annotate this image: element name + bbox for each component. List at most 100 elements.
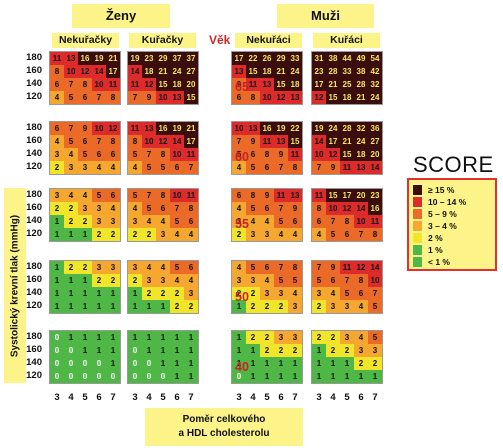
score-cell: 1 [128,287,142,300]
score-cell: 6 [340,228,354,241]
score-cell: 5 [274,274,288,287]
legend: ≥ 15 % 10 – 14 % 5 – 9 % 3 – 4 % 2 % 1 %… [407,178,497,271]
score-cell: 0 [64,344,78,357]
legend-item: 10 – 14 % [413,196,466,207]
legend-item: ≥ 15 % [413,184,454,195]
score-cell: 23 [368,189,382,202]
score-cell: 6 [78,135,92,148]
score-cell: 38 [354,65,368,78]
score-cell: 12 [326,148,340,161]
score-cell: 11 [312,189,326,202]
bp-label-180: 180 [26,52,42,63]
score-cell: 17 [184,135,198,148]
score-cell: 11 [246,78,260,91]
score-cell: 11 [184,148,198,161]
score-cell: 2 [184,300,198,313]
score-cell: 5 [142,202,156,215]
score-cell: 1 [78,274,92,287]
score-cell: 24 [326,122,340,135]
score-cell: 28 [340,122,354,135]
score-cell: 21 [326,78,340,91]
score-cell: 33 [288,52,302,65]
score-cell: 6 [50,122,64,135]
score-cell: 13 [64,52,78,65]
score-cell: 3 [288,331,302,344]
score-cell: 1 [78,300,92,313]
score-cell: 5 [64,91,78,104]
score-cell: 5 [128,148,142,161]
score-cell: 4 [184,274,198,287]
score-cell: 7 [142,189,156,202]
score-cell: 1 [260,370,274,383]
score-cell: 2 [142,287,156,300]
legend-item: < 1 % [413,256,450,267]
score-cell: 21 [340,135,354,148]
score-cell: 4 [64,189,78,202]
score-cell: 7 [354,228,368,241]
score-cell: 7 [274,202,288,215]
score-cell: 2 [246,331,260,344]
legend-item: 2 % [413,232,443,243]
bp-label-140: 140 [26,148,42,159]
score-cell: 1 [50,300,64,313]
score-cell: 5 [288,274,302,287]
score-cell: 8 [156,189,170,202]
score-cell: 3 [232,215,246,228]
score-cell: 11 [128,122,142,135]
cholesterol-label-3: 3 [54,392,60,403]
score-grid-cells: 6 7 9 10 12 4 5 6 7 8 3 4 5 6 6 2 3 3 4 4 [50,122,120,174]
score-cell: 5 [312,274,326,287]
bp-label-120: 120 [26,161,42,172]
score-cell: 3 [106,215,120,228]
score-cell: 4 [78,189,92,202]
score-cell: 1 [50,261,64,274]
score-grid-cells: 17 22 26 29 33 13 15 18 21 24 9 11 13 15 18 6 8 10 12 13 [232,52,302,104]
score-cell: 44 [340,52,354,65]
score-cell: 3 [92,202,106,215]
score-grid-cells: 6 8 9 11 13 4 5 6 7 9 3 4 4 5 6 2 3 3 4 4 [232,189,302,241]
score-cell: 19 [312,122,326,135]
legend-swatch [413,232,422,243]
score-cell: 3 [78,161,92,174]
header-women: Ženy [72,4,170,28]
score-cell: 3 [274,287,288,300]
score-cell: 1 [326,357,340,370]
score-cell: 11 [50,52,64,65]
score-cell: 3 [246,274,260,287]
score-cell: 6 [260,161,274,174]
score-cell: 3 [246,228,260,241]
score-cell: 18 [288,78,302,91]
score-cell: 12 [312,91,326,104]
bp-label-120: 120 [26,228,42,239]
score-cell: 1 [156,344,170,357]
score-grid-cells: 11 15 17 20 23 8 10 12 14 16 6 7 8 10 11 4 5 6 7 8 [312,189,382,241]
score-cell: 1 [142,331,156,344]
score-cell: 13 [170,91,184,104]
group-women-smokers: Kuřačky [129,33,196,48]
score-cell: 0 [156,370,170,383]
score-cell: 2 [288,344,302,357]
score-grid-men-smokers-50: 7 9 11 12 14 5 6 7 8 10 3 4 5 6 7 2 3 3 4 5 [311,260,383,314]
bp-label-160: 160 [26,135,42,146]
score-cell: 11 [184,189,198,202]
score-cell: 4 [170,228,184,241]
score-cell: 11 [340,161,354,174]
score-cell: 13 [288,91,302,104]
legend-label: 5 – 9 % [428,208,457,219]
cholesterol-label-3: 3 [132,392,138,403]
score-cell: 2 [128,274,142,287]
score-cell: 29 [274,52,288,65]
score-cell: 7 [232,135,246,148]
score-cell: 1 [92,344,106,357]
score-grid-men-smokers-55: 11 15 17 20 23 8 10 12 14 16 6 7 8 10 11 4 5 6 7 8 [311,188,383,242]
score-cell: 1 [184,331,198,344]
score-cell: 2 [340,344,354,357]
score-cell: 5 [246,261,260,274]
score-cell: 2 [232,228,246,241]
score-cell: 1 [78,228,92,241]
score-cell: 17 [326,135,340,148]
score-cell: 7 [92,135,106,148]
score-cell: 21 [184,122,198,135]
